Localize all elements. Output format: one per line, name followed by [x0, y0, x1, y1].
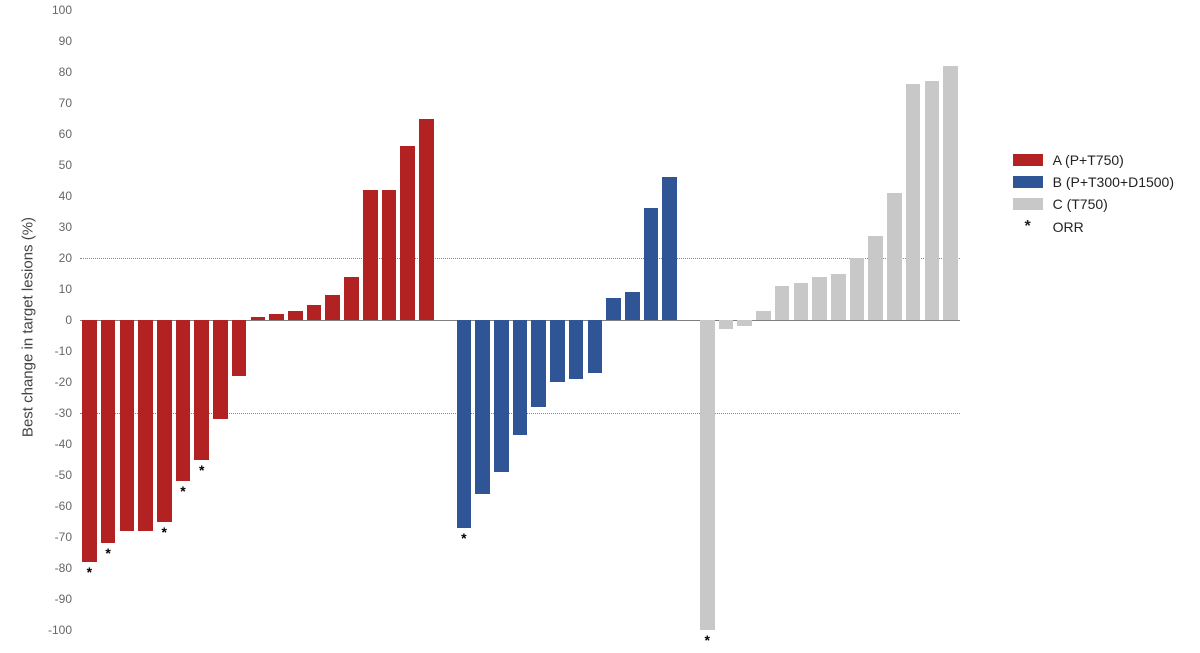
y-tick-label: -60	[34, 499, 72, 513]
y-tick-label: 70	[34, 96, 72, 110]
y-tick-label: 10	[34, 282, 72, 296]
y-tick-label: -40	[34, 437, 72, 451]
bar	[138, 320, 153, 531]
y-tick-label: 60	[34, 127, 72, 141]
bar	[756, 311, 771, 320]
bar	[475, 320, 490, 494]
bar	[382, 190, 397, 320]
y-tick-label: -90	[34, 592, 72, 606]
bar	[550, 320, 565, 382]
bar	[82, 320, 97, 562]
bar	[251, 317, 266, 320]
bar	[794, 283, 809, 320]
bar	[700, 320, 715, 630]
bar	[344, 277, 359, 320]
bar	[850, 258, 865, 320]
legend-label-orr: ORR	[1053, 219, 1084, 235]
legend-item-c: C (T750)	[1013, 196, 1174, 212]
bar	[831, 274, 846, 321]
legend-orr-star: *	[1013, 218, 1043, 236]
y-tick-label: 20	[34, 251, 72, 265]
bar	[588, 320, 603, 373]
y-tick-label: 100	[34, 3, 72, 17]
y-tick-label: -100	[34, 623, 72, 637]
orr-mark: *	[199, 462, 204, 478]
legend-label-b: B (P+T300+D1500)	[1053, 174, 1174, 190]
waterfall-plot: -100-90-80-70-60-50-40-30-20-10010203040…	[80, 10, 960, 630]
bar	[531, 320, 546, 407]
bar	[176, 320, 191, 481]
legend: A (P+T750) B (P+T300+D1500) C (T750) * O…	[1013, 152, 1174, 242]
bar	[157, 320, 172, 522]
y-tick-label: 0	[34, 313, 72, 327]
orr-mark: *	[704, 632, 709, 648]
bar	[120, 320, 135, 531]
reference-line	[80, 258, 960, 259]
bar	[943, 66, 958, 320]
y-tick-label: -50	[34, 468, 72, 482]
orr-mark: *	[180, 483, 185, 499]
y-tick-label: 50	[34, 158, 72, 172]
y-tick-label: -10	[34, 344, 72, 358]
bar	[606, 298, 621, 320]
bar	[400, 146, 415, 320]
bar	[887, 193, 902, 320]
bar	[925, 81, 940, 320]
y-tick-label: 80	[34, 65, 72, 79]
legend-swatch-c	[1013, 198, 1043, 210]
bar	[363, 190, 378, 320]
bar	[457, 320, 472, 528]
y-tick-label: 40	[34, 189, 72, 203]
y-tick-label: 90	[34, 34, 72, 48]
orr-mark: *	[105, 545, 110, 561]
bar	[194, 320, 209, 460]
legend-item-a: A (P+T750)	[1013, 152, 1174, 168]
y-tick-label: -80	[34, 561, 72, 575]
bar	[213, 320, 228, 419]
bar	[325, 295, 340, 320]
bar	[906, 84, 921, 320]
orr-mark: *	[87, 564, 92, 580]
bar	[494, 320, 509, 472]
bar	[644, 208, 659, 320]
bar	[232, 320, 247, 376]
bar	[569, 320, 584, 379]
bar	[288, 311, 303, 320]
bar	[101, 320, 116, 543]
bar	[513, 320, 528, 435]
legend-item-orr: * ORR	[1013, 218, 1174, 236]
legend-swatch-a	[1013, 154, 1043, 166]
y-tick-label: -30	[34, 406, 72, 420]
bar	[719, 320, 734, 329]
y-tick-label: 30	[34, 220, 72, 234]
bar	[812, 277, 827, 320]
bar	[662, 177, 677, 320]
legend-label-c: C (T750)	[1053, 196, 1108, 212]
legend-swatch-b	[1013, 176, 1043, 188]
y-tick-label: -20	[34, 375, 72, 389]
legend-label-a: A (P+T750)	[1053, 152, 1124, 168]
bar	[625, 292, 640, 320]
bar	[269, 314, 284, 320]
bar	[775, 286, 790, 320]
orr-mark: *	[162, 524, 167, 540]
y-tick-label: -70	[34, 530, 72, 544]
bar	[737, 320, 752, 326]
bar	[307, 305, 322, 321]
bar	[419, 119, 434, 321]
bar	[868, 236, 883, 320]
orr-mark: *	[461, 530, 466, 546]
legend-item-b: B (P+T300+D1500)	[1013, 174, 1174, 190]
